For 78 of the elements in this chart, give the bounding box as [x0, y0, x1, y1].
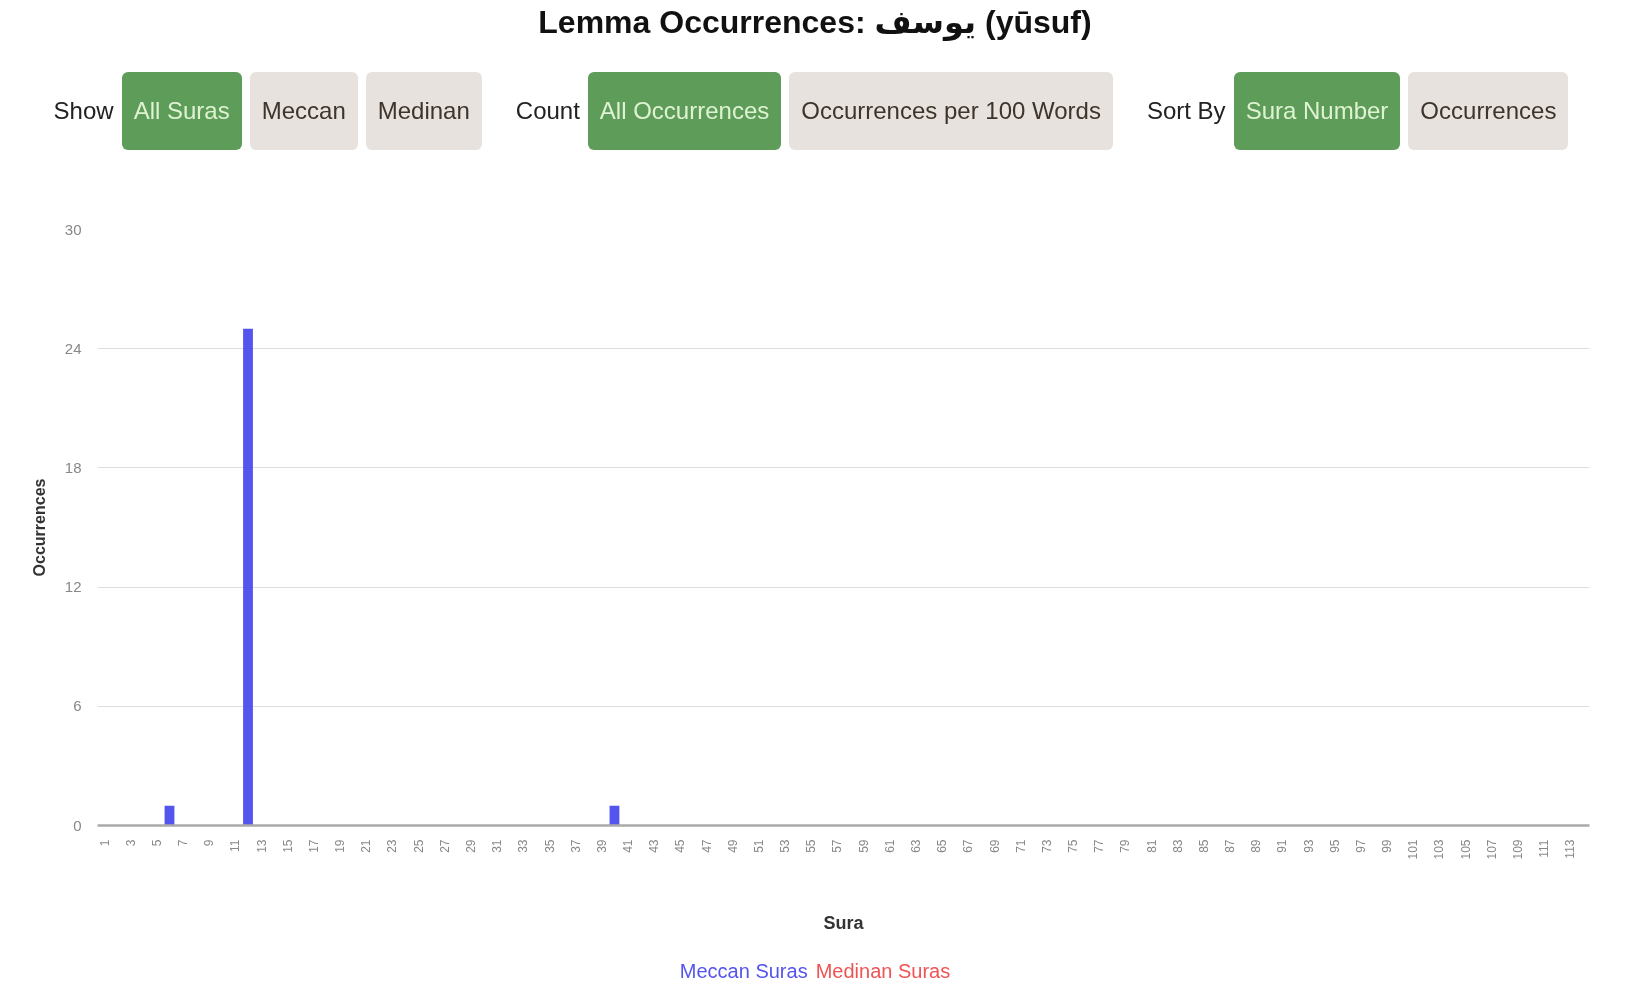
x-tick-label: 79: [1118, 839, 1133, 853]
x-tick-label: 53: [778, 839, 793, 853]
x-tick-label: 43: [647, 839, 662, 853]
x-tick-label: 25: [411, 839, 426, 853]
x-tick-label: 7: [176, 839, 191, 847]
y-tick-label: 18: [64, 458, 82, 476]
x-tick-label: 65: [935, 839, 950, 853]
x-tick-label: 51: [751, 839, 766, 853]
text: Meccan: [249, 71, 358, 151]
x-tick-label: 37: [568, 839, 583, 853]
x-tick-label: 81: [1144, 839, 1159, 853]
x-tick-label: 105: [1458, 839, 1473, 860]
x-tick-label: 49: [725, 839, 740, 853]
text: Medinan: [365, 71, 482, 151]
x-tick-label: 77: [1092, 839, 1107, 853]
x-tick-label: 83: [1170, 839, 1185, 853]
x-tick-label: 55: [804, 839, 819, 853]
x-tick-label: 59: [856, 839, 871, 853]
x-tick-label: 19: [333, 839, 348, 853]
x-tick-label: 23: [385, 839, 400, 853]
text: Occurrences: [1408, 71, 1569, 151]
x-tick-label: 21: [359, 839, 374, 853]
x-tick-label: 3: [123, 839, 138, 847]
text: All Suras: [121, 71, 242, 151]
x-tick-label: 97: [1353, 839, 1368, 853]
x-tick-label: 67: [961, 839, 976, 853]
chart-title: Lemma Occurrences: يوسف (yūsuf): [537, 3, 1093, 43]
y-tick-label: 6: [73, 697, 82, 715]
x-tick-label: 39: [594, 839, 609, 853]
x-tick-label: 99: [1380, 839, 1395, 853]
x-tick-label: 47: [699, 839, 714, 853]
text: All Occurrences: [587, 71, 782, 151]
x-tick-label: 113: [1563, 839, 1578, 859]
y-tick-label: 0: [73, 816, 82, 834]
text: Sort By: [1146, 95, 1226, 126]
x-tick-label: 33: [516, 839, 531, 853]
x-tick-label: 89: [1249, 839, 1264, 853]
x-tick-label: 1: [97, 839, 112, 847]
x-tick-label: 109: [1511, 839, 1526, 860]
x-tick-label: 87: [1223, 839, 1238, 853]
x-tick-label: 45: [673, 839, 688, 853]
text: Show: [53, 95, 114, 126]
text: Sura Number: [1233, 71, 1401, 151]
x-tick-label: 13: [254, 839, 269, 853]
x-tick-label: 93: [1301, 839, 1316, 853]
x-tick-label: 9: [202, 839, 217, 847]
x-tick-label: 17: [306, 839, 321, 853]
x-tick-label: 5: [149, 839, 164, 847]
x-tick-label: 41: [621, 839, 636, 853]
x-tick-label: 63: [908, 839, 923, 853]
x-tick-label: 71: [1013, 839, 1028, 853]
x-tick-label: 107: [1484, 839, 1499, 860]
x-tick-label: 15: [280, 839, 295, 853]
text: Occurrences per 100 Words: [789, 71, 1113, 151]
legend-label: Medinan Suras: [815, 960, 951, 982]
y-tick-label: 12: [64, 578, 82, 596]
x-tick-label: 91: [1275, 839, 1290, 853]
y-axis-title: Occurrences: [30, 478, 48, 577]
x-tick-label: 75: [1066, 839, 1081, 853]
x-tick-label: 61: [882, 839, 897, 853]
x-tick-label: 85: [1196, 839, 1211, 853]
x-tick-label: 35: [542, 839, 557, 853]
x-tick-label: 111: [1537, 839, 1552, 858]
x-tick-label: 69: [987, 839, 1002, 853]
x-tick-label: 57: [830, 839, 845, 853]
x-tick-label: 29: [464, 839, 478, 853]
x-tick-label: 73: [1039, 839, 1054, 853]
x-tick-label: 11: [228, 839, 243, 852]
y-tick-label: 30: [64, 220, 82, 238]
text: Count: [515, 95, 580, 126]
x-tick-label: 31: [490, 839, 505, 853]
x-tick-label: 103: [1432, 839, 1447, 860]
x-tick-label: 101: [1406, 839, 1421, 860]
text: Meccan Suras: [679, 960, 808, 982]
y-tick-label: 24: [64, 339, 82, 357]
x-tick-label: 95: [1327, 839, 1342, 853]
x-axis-title: Sura: [823, 912, 865, 933]
x-tick-label: 27: [437, 839, 452, 853]
